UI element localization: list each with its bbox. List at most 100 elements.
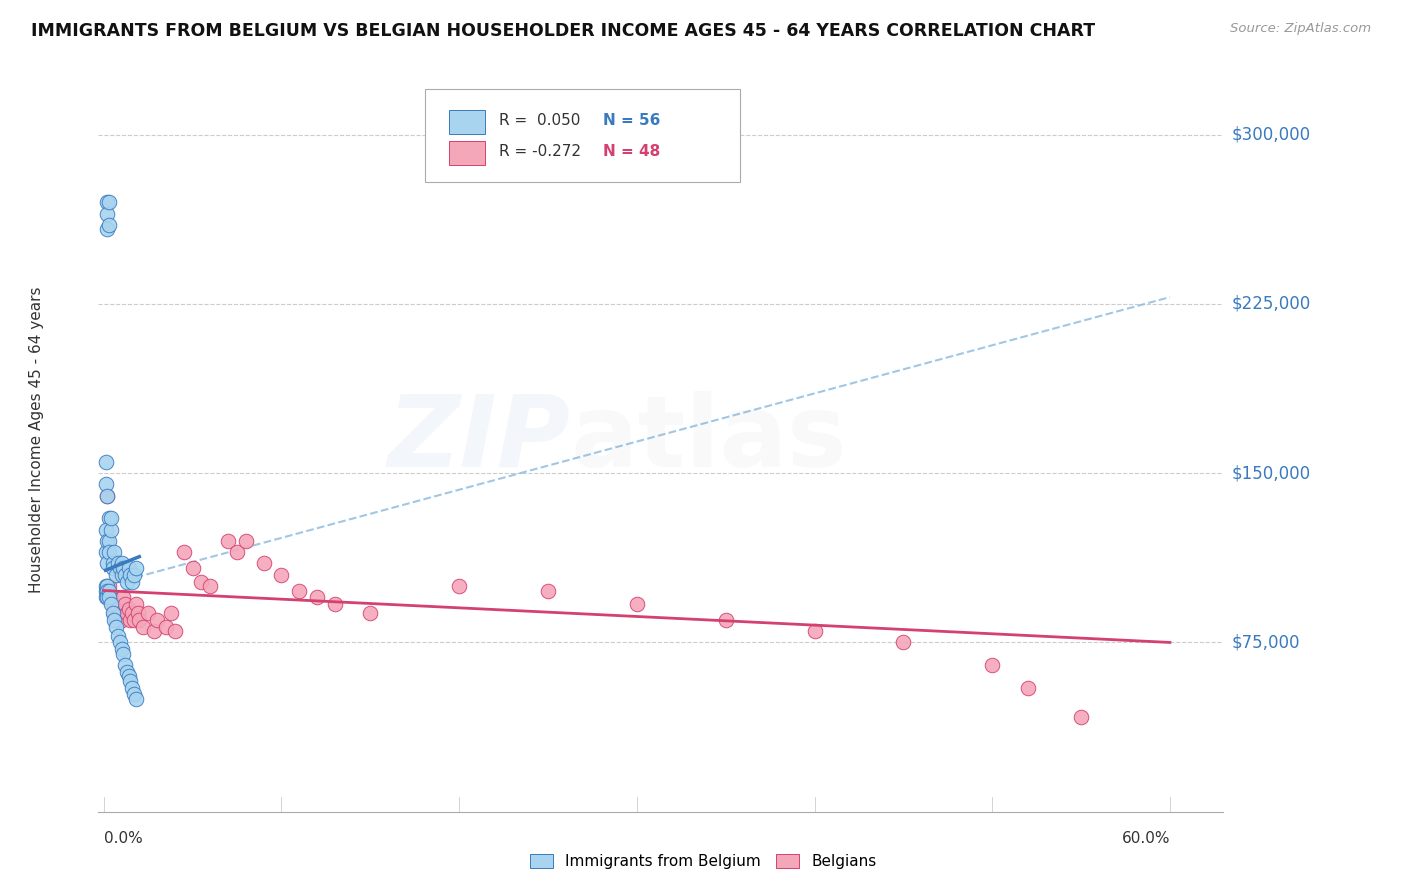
Point [100,523,122,537]
Point [114,658,136,673]
Point [94,523,117,537]
Text: $225,000: $225,000 [1232,295,1312,313]
Point [101,597,124,611]
Point [107,629,129,643]
Point [96,489,118,503]
Bar [450,110,485,134]
Point [100,511,122,525]
Point [107,601,129,615]
Point [110,613,132,627]
Point [96,533,118,548]
Point [714,613,737,627]
Point [121,574,143,589]
Point [103,606,125,620]
Point [94,579,117,593]
Point [110,557,132,571]
Point [125,597,148,611]
Point [115,606,138,620]
Point [217,533,239,548]
Point [1070,710,1092,724]
Point [181,561,204,575]
Point [288,583,311,598]
Point [1017,681,1039,695]
Point [163,624,186,639]
Text: atlas: atlas [571,391,848,488]
Point [98,218,121,232]
Point [98,195,121,210]
Text: 0.0%: 0.0% [104,831,142,847]
Point [100,597,122,611]
Text: $75,000: $75,000 [1232,633,1301,651]
Point [190,574,212,589]
Text: $150,000: $150,000 [1232,464,1312,483]
Point [98,511,121,525]
Point [359,606,381,620]
Point [103,613,125,627]
Text: $300,000: $300,000 [1232,126,1312,144]
Text: IMMIGRANTS FROM BELGIUM VS BELGIAN HOUSEHOLDER INCOME AGES 45 - 64 YEARS CORRELA: IMMIGRANTS FROM BELGIUM VS BELGIAN HOUSE… [31,22,1095,40]
Point [173,545,195,559]
Text: 60.0%: 60.0% [1122,831,1170,847]
Point [96,583,118,598]
Point [96,591,118,605]
Point [105,613,128,627]
Point [114,597,136,611]
Text: Source: ZipAtlas.com: Source: ZipAtlas.com [1230,22,1371,36]
Point [96,195,118,210]
Point [449,579,471,593]
Point [96,579,118,593]
Point [96,222,118,236]
Point [122,567,145,582]
Point [537,583,560,598]
Point [121,606,143,620]
Point [305,591,328,605]
Point [100,591,122,605]
Point [101,606,124,620]
Point [110,567,132,582]
Point [125,691,148,706]
Point [136,606,159,620]
Point [108,635,131,649]
Legend: Immigrants from Belgium, Belgians: Immigrants from Belgium, Belgians [523,848,883,875]
Point [94,455,117,469]
Point [803,624,825,639]
Point [226,545,249,559]
Point [270,567,292,582]
Point [120,613,142,627]
Point [200,579,222,593]
Point [108,606,131,620]
Point [94,545,117,559]
Point [125,561,148,575]
Point [115,665,138,679]
Point [117,669,139,683]
Point [105,620,128,634]
Point [94,583,117,598]
Point [122,687,145,701]
Point [101,557,124,571]
Point [105,567,128,582]
Point [235,533,257,548]
Point [128,613,150,627]
Point [107,557,129,571]
Point [103,545,125,559]
Text: N = 48: N = 48 [603,144,661,159]
Text: Householder Income Ages 45 - 64 years: Householder Income Ages 45 - 64 years [30,286,44,592]
Point [626,597,648,611]
Point [101,561,124,575]
Point [110,642,132,657]
Point [115,574,138,589]
Point [121,681,143,695]
Point [98,591,121,605]
Text: R = -0.272: R = -0.272 [499,144,581,159]
Text: R =  0.050: R = 0.050 [499,112,581,128]
Point [120,567,142,582]
Bar [450,141,485,165]
Point [155,620,177,634]
Point [981,658,1004,673]
Point [112,561,135,575]
Point [146,613,169,627]
Point [98,583,121,598]
Point [117,601,139,615]
Point [122,613,145,627]
Point [132,620,155,634]
